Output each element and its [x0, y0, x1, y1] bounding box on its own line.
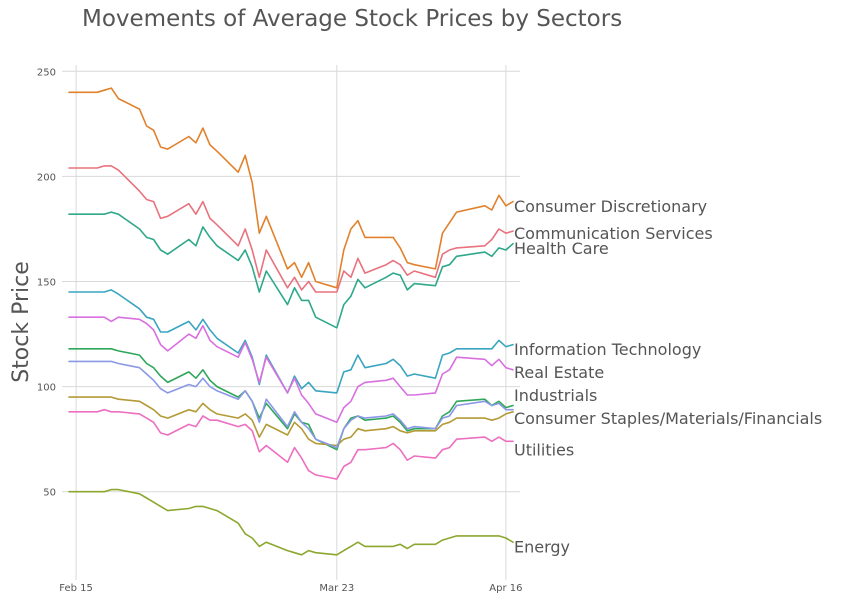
chart-title: Movements of Average Stock Prices by Sec… — [82, 6, 622, 32]
series-end-label: Communication Services — [514, 224, 713, 243]
y-tick-label: 100 — [37, 383, 56, 394]
y-tick-label: 200 — [37, 172, 56, 183]
series-end-label: Utilities — [514, 441, 574, 460]
series-line — [68, 408, 514, 480]
x-tick-label: Feb 15 — [59, 583, 93, 594]
y-axis-label: Stock Price — [9, 261, 34, 383]
y-tick-label: 50 — [43, 488, 56, 499]
series-line — [68, 396, 514, 447]
series-line — [68, 87, 514, 289]
series-line — [68, 165, 514, 293]
series-end-label: Consumer Discretionary — [514, 197, 707, 216]
series-line — [68, 347, 514, 451]
series-line — [68, 488, 514, 556]
series-lines — [68, 87, 514, 556]
series-end-label: Health Care — [514, 239, 609, 258]
series-end-label: Industrials — [514, 386, 597, 405]
series-end-labels: Consumer Discretionary Communication Serv… — [514, 197, 822, 557]
grid-lines — [62, 65, 520, 580]
series-end-label: Consumer Staples/Materials/Financials — [514, 409, 822, 428]
series-line — [68, 289, 514, 394]
series-end-label: Energy — [514, 537, 570, 556]
y-tick-label: 250 — [37, 67, 56, 78]
x-tick-label: Apr 16 — [489, 583, 522, 594]
axis-ticks: 50 100 150 200 250 Feb 15 Mar 23 Apr 16 — [37, 67, 523, 594]
y-tick-label: 150 — [37, 278, 56, 289]
series-line — [68, 360, 514, 449]
series-end-label: Real Estate — [514, 363, 604, 382]
series-line — [68, 316, 514, 424]
x-tick-label: Mar 23 — [319, 583, 354, 594]
series-line — [68, 211, 514, 329]
series-end-label: Information Technology — [514, 340, 701, 359]
